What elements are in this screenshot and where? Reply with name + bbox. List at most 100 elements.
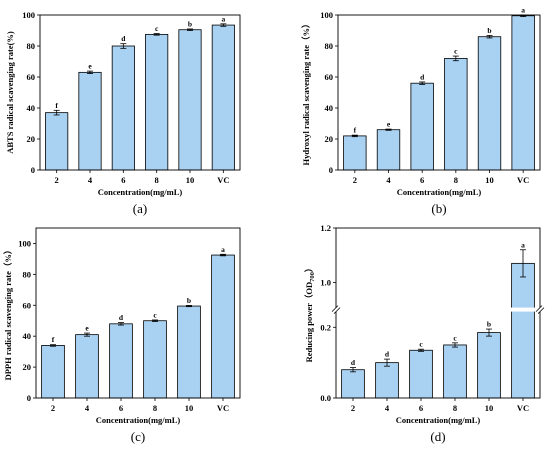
y-tick-label: 20 — [23, 362, 32, 372]
x-tick-label: 10 — [185, 403, 194, 413]
x-tick-label: 6 — [419, 403, 423, 413]
significance-letter: b — [487, 26, 491, 35]
y-tick-label: 40 — [325, 103, 334, 113]
bar-4 — [375, 362, 399, 399]
x-tick-label: 10 — [485, 403, 494, 413]
significance-letter: a — [521, 240, 525, 249]
x-tick-label: VC — [217, 175, 229, 185]
significance-letter: d — [385, 350, 390, 359]
significance-letter: c — [454, 47, 458, 56]
chart-panel-3: f 2 e 4 d 6 c 8 b 10 a VC 0 20 40 60 80 100 Concentration(… — [3, 227, 241, 444]
significance-letter: f — [354, 126, 357, 135]
x-tick-label: 8 — [153, 403, 157, 413]
y-tick-label: 0 — [31, 165, 35, 175]
bar-10 — [477, 332, 501, 399]
x-tick-label: 4 — [88, 175, 93, 185]
plot-frame — [335, 227, 541, 399]
x-tick-label: 2 — [55, 175, 59, 185]
y-tick-label: 0 — [27, 393, 31, 403]
significance-letter: a — [521, 6, 525, 15]
bar-2 — [343, 135, 367, 171]
x-tick-label: 2 — [51, 403, 55, 413]
y-axis-title: Reducing power（OD700） — [304, 264, 316, 363]
y-tick-label: 40 — [27, 103, 36, 113]
x-tick-label: 10 — [485, 175, 494, 185]
significance-letter: e — [85, 324, 89, 333]
y-tick-label: 0.0 — [320, 393, 331, 403]
y-tick-label: 80 — [27, 41, 36, 51]
panel-label: (d) — [430, 429, 445, 444]
x-tick-label: 8 — [155, 175, 159, 185]
panel-label: (b) — [431, 201, 446, 216]
y-tick-label: 1.2 — [320, 223, 331, 233]
bar-2 — [45, 112, 69, 171]
bar-4 — [376, 129, 401, 171]
y-axis-title-subscript: 700 — [309, 272, 316, 282]
x-tick-label: VC — [517, 403, 529, 413]
bar-10 — [477, 36, 502, 171]
significance-letter: b — [487, 320, 491, 329]
y-axis-title: DPPH radical scavenging rate（%） — [3, 246, 13, 381]
axis-break-mark — [537, 307, 545, 314]
y-tick-label: 20 — [27, 134, 36, 144]
significance-letter: c — [153, 310, 157, 319]
significance-letter: d — [121, 34, 126, 43]
bar-VC — [511, 262, 535, 399]
x-tick-label: 6 — [121, 175, 125, 185]
chart-panel-4: d 2 d 4 c 6 c 8 b 10 a VC 0.0 0.2 1.0 1.2 Concentration(… — [304, 223, 546, 444]
y-axis-title-text: ABTS radical scavenging rate(%) — [5, 31, 15, 154]
y-tick-label: 80 — [325, 41, 334, 51]
significance-letter: d — [420, 72, 425, 81]
significance-letter: d — [119, 313, 124, 322]
y-axis-title-text: Hydroxyl radical scavenging rate（%） — [301, 20, 311, 166]
x-tick-label: 6 — [119, 403, 123, 413]
bar-4 — [75, 334, 99, 399]
x-tick-label: 6 — [420, 175, 424, 185]
y-tick-label: 100 — [320, 10, 333, 20]
axis-break-gap — [330, 307, 546, 312]
y-tick-label: 100 — [22, 10, 35, 20]
x-tick-label: VC — [517, 175, 529, 185]
x-tick-label: 2 — [353, 175, 357, 185]
y-axis-title-text: Reducing power（OD — [304, 282, 314, 363]
x-tick-label: 4 — [85, 403, 90, 413]
y-tick-label: 80 — [23, 269, 32, 279]
bar-8 — [443, 344, 467, 399]
significance-letter: e — [387, 120, 391, 129]
significance-letter: c — [155, 24, 159, 33]
bar-2 — [341, 369, 365, 399]
bar-VC — [511, 15, 535, 171]
bar-VC — [211, 24, 235, 171]
bar-8 — [143, 320, 167, 399]
plot-frame — [337, 14, 541, 171]
y-tick-label: 60 — [325, 72, 334, 82]
bar-2 — [41, 345, 65, 399]
x-axis-title: Concentration(mg/mL) — [396, 415, 481, 425]
bar-4 — [78, 71, 102, 171]
plot-frame — [35, 227, 241, 399]
y-tick-label: 1.0 — [320, 277, 331, 287]
bar-6 — [111, 45, 135, 171]
bar-6 — [410, 82, 434, 171]
significance-letter: c — [419, 340, 423, 349]
y-axis-title-text: DPPH radical scavenging rate（%） — [3, 246, 13, 381]
y-tick-label: 20 — [325, 134, 334, 144]
x-axis-title: Concentration(mg/mL) — [397, 187, 482, 197]
chart-panel-1: f 2 e 4 d 6 c 8 b 10 a VC 0 20 40 60 80 100 Concentration(… — [5, 10, 241, 216]
significance-letter: f — [52, 335, 55, 344]
x-axis-title: Concentration(mg/mL) — [98, 187, 183, 197]
significance-letter: e — [88, 62, 92, 71]
y-tick-label: 0 — [329, 165, 333, 175]
bar-VC — [211, 254, 235, 399]
bar-8 — [145, 33, 169, 171]
significance-letter: b — [187, 296, 191, 305]
y-tick-label: 60 — [23, 300, 32, 310]
y-tick-label: 0.2 — [320, 322, 331, 332]
bar-10 — [177, 305, 201, 399]
y-tick-label: 60 — [27, 72, 36, 82]
panel-label: (c) — [131, 429, 145, 444]
bar-10 — [178, 29, 202, 171]
x-axis-title: Concentration(mg/mL) — [96, 415, 181, 425]
y-tick-label: 40 — [23, 331, 32, 341]
